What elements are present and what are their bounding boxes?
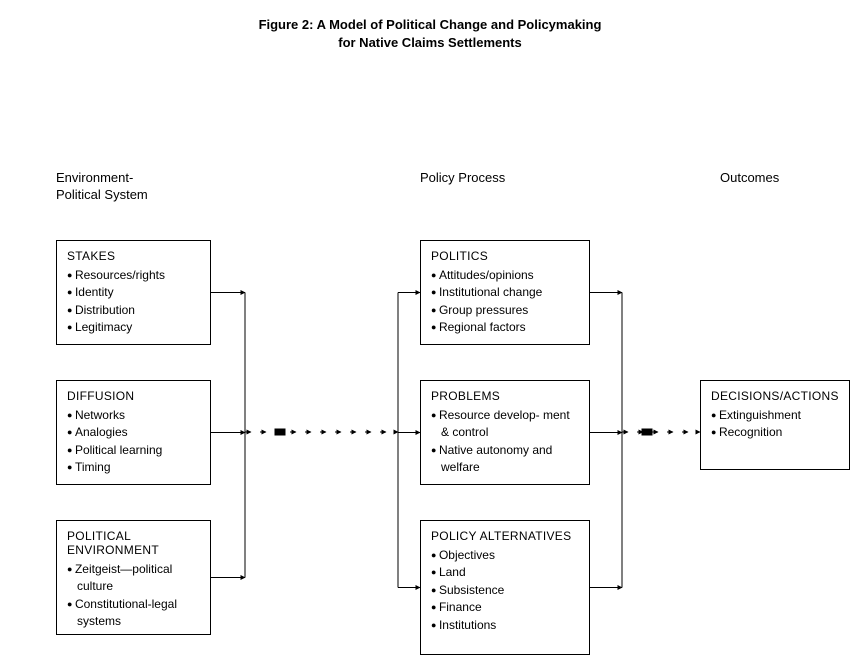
list-item: Regional factors: [431, 319, 579, 336]
list-item: Zeitgeist—political culture: [67, 561, 200, 596]
node-polenv-title-text: POLITICAL ENVIRONMENT: [67, 529, 159, 557]
node-decisions-actions: DECISIONS/ACTIONS Extinguishment Recogni…: [700, 380, 850, 470]
node-political-environment: POLITICAL ENVIRONMENT Zeitgeist—politica…: [56, 520, 211, 635]
figure-title-line1: Figure 2: A Model of Political Change an…: [259, 17, 602, 32]
list-item: Land: [431, 564, 579, 581]
list-item: Legitimacy: [67, 319, 200, 336]
node-policy-alternatives: POLICY ALTERNATIVES Objectives Land Subs…: [420, 520, 590, 655]
diagram-canvas: { "type": "flowchart", "canvas": { "widt…: [0, 0, 862, 669]
node-diffusion-items: Networks Analogies Political learning Ti…: [67, 407, 200, 477]
node-stakes-title: STAKES: [67, 249, 200, 263]
list-item: Extinguishment: [711, 407, 839, 424]
list-item: Timing: [67, 459, 200, 476]
col-process-line1: Policy Process: [420, 170, 505, 185]
node-polenv-title: POLITICAL ENVIRONMENT: [67, 529, 200, 557]
list-item: Resource develop- ment & control: [431, 407, 579, 442]
list-item: Identity: [67, 284, 200, 301]
node-problems-items: Resource develop- ment & control Native …: [431, 407, 579, 477]
col-header-environment: Environment- Political System: [56, 170, 148, 204]
node-policyalt-title: POLICY ALTERNATIVES: [431, 529, 579, 543]
figure-title: Figure 2: A Model of Political Change an…: [180, 16, 680, 51]
list-item: Constitutional-legal systems: [67, 596, 200, 631]
list-item: Resources/rights: [67, 267, 200, 284]
node-diffusion: DIFFUSION Networks Analogies Political l…: [56, 380, 211, 485]
col-out-line1: Outcomes: [720, 170, 779, 185]
col-env-line1: Environment-: [56, 170, 133, 185]
list-item: Recognition: [711, 424, 839, 441]
node-politics-title: POLITICS: [431, 249, 579, 263]
list-item: Subsistence: [431, 582, 579, 599]
list-item: Native autonomy and welfare: [431, 442, 579, 477]
node-stakes: STAKES Resources/rights Identity Distrib…: [56, 240, 211, 345]
node-decisions-title: DECISIONS/ACTIONS: [711, 389, 839, 403]
col-header-process: Policy Process: [420, 170, 505, 187]
list-item: Institutions: [431, 617, 579, 634]
list-item: Networks: [67, 407, 200, 424]
figure-title-line2: for Native Claims Settlements: [338, 35, 522, 50]
node-politics-items: Attitudes/opinions Institutional change …: [431, 267, 579, 337]
col-env-line2: Political System: [56, 187, 148, 202]
node-stakes-items: Resources/rights Identity Distribution L…: [67, 267, 200, 337]
list-item: Finance: [431, 599, 579, 616]
col-header-outcomes: Outcomes: [720, 170, 779, 187]
list-item: Analogies: [67, 424, 200, 441]
node-policyalt-title-text: POLICY ALTERNATIVES: [431, 529, 571, 543]
node-problems: PROBLEMS Resource develop- ment & contro…: [420, 380, 590, 485]
node-polenv-items: Zeitgeist—political culture Constitution…: [67, 561, 200, 631]
list-item: Group pressures: [431, 302, 579, 319]
list-item: Political learning: [67, 442, 200, 459]
node-politics: POLITICS Attitudes/opinions Institutiona…: [420, 240, 590, 345]
node-policyalt-items: Objectives Land Subsistence Finance Inst…: [431, 547, 579, 634]
list-item: Objectives: [431, 547, 579, 564]
list-item: Attitudes/opinions: [431, 267, 579, 284]
list-item: Distribution: [67, 302, 200, 319]
node-diffusion-title: DIFFUSION: [67, 389, 200, 403]
node-problems-title: PROBLEMS: [431, 389, 579, 403]
node-decisions-items: Extinguishment Recognition: [711, 407, 839, 442]
list-item: Institutional change: [431, 284, 579, 301]
